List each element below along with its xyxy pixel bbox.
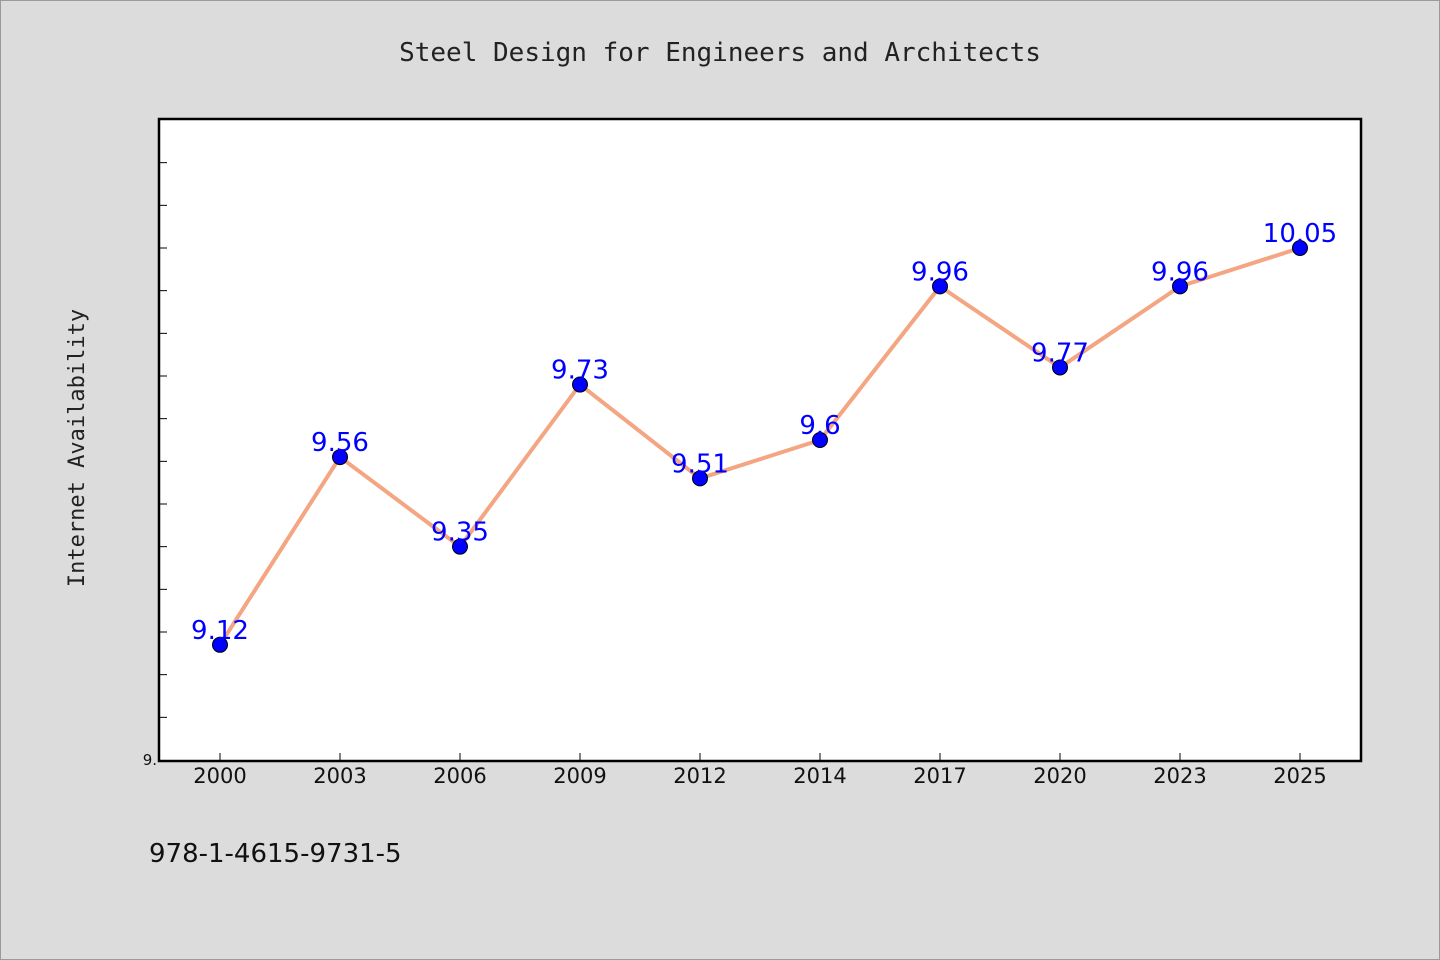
x-tick-label: 2014: [793, 764, 846, 788]
x-tick-label: 2017: [913, 764, 966, 788]
x-tick-label: 2006: [433, 764, 486, 788]
y-axis-label: Internet Availability: [65, 309, 90, 587]
data-point: [692, 470, 708, 487]
x-tick-label: 2023: [1153, 764, 1206, 788]
isbn-label: 978-1-4615-9731-5: [149, 839, 402, 869]
data-label: 9.96: [911, 257, 969, 287]
x-tick-label: 2000: [193, 764, 246, 788]
data-label: 9.73: [551, 356, 609, 386]
data-label: 9.51: [671, 449, 729, 479]
data-label: 9.96: [1151, 257, 1209, 287]
data-point: [332, 449, 348, 466]
data-point: [932, 278, 948, 295]
data-point: [1052, 359, 1068, 376]
series-line: [218, 246, 1302, 647]
data-point: [452, 538, 468, 555]
y-tick-label: 9.: [143, 751, 157, 769]
data-point: [212, 636, 228, 653]
x-tick-label: 2020: [1033, 764, 1086, 788]
chart-title: Steel Design for Engineers and Architect…: [399, 38, 1041, 68]
data-label: 9.6: [799, 411, 840, 441]
data-point: [812, 432, 828, 448]
data-label: 9.35: [431, 518, 489, 548]
data-point: [1172, 278, 1188, 295]
data-label: 10.05: [1263, 219, 1337, 249]
y-axis-ticks: 9.: [143, 162, 167, 769]
data-point: [1292, 240, 1308, 256]
plot-area: [157, 117, 1363, 763]
data-label: 9.77: [1031, 338, 1089, 368]
x-tick-label: 2009: [553, 764, 606, 788]
x-tick-label: 2003: [313, 764, 366, 788]
x-tick-label: 2012: [673, 764, 726, 788]
x-tick-label: 2025: [1273, 764, 1326, 788]
x-axis-ticks: 2000 2003 2006 2009 2012 2014 2017 2020 2023 2025: [193, 753, 1327, 788]
data-label: 9.12: [191, 616, 249, 646]
data-label: 9.56: [311, 428, 369, 458]
data-point: [572, 376, 588, 393]
series-group: 9.12 9.56 9.35 9.73 9.51 9.6 9.96 9.77 9.96 10.05: [191, 219, 1337, 653]
